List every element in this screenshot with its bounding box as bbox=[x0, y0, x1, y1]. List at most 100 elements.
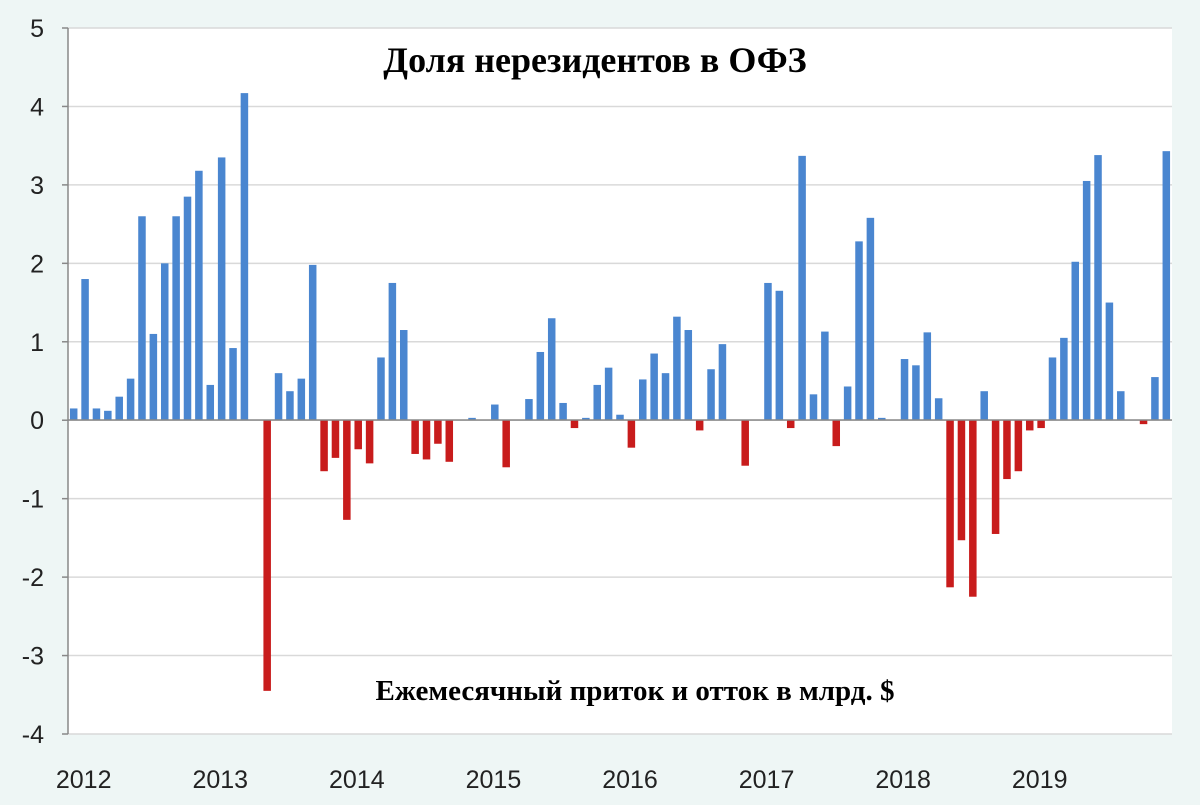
bar-2016-09 bbox=[707, 369, 715, 421]
x-tick-label: 2016 bbox=[602, 766, 658, 794]
bar-undefined bbox=[1151, 377, 1159, 421]
bar-2013-11 bbox=[320, 420, 328, 472]
bar-2013-09 bbox=[297, 378, 306, 421]
bar-2019-09 bbox=[1117, 391, 1125, 421]
bar-2017-10 bbox=[855, 241, 863, 421]
bar-2018-11 bbox=[1003, 420, 1011, 480]
bar-undefined bbox=[1139, 420, 1148, 425]
bar-2017-04 bbox=[786, 420, 795, 429]
bar-2018-05 bbox=[934, 398, 943, 421]
bar-2012-08 bbox=[149, 333, 158, 421]
bar-2015-08 bbox=[559, 402, 567, 421]
y-tick-label: 1 bbox=[30, 329, 44, 357]
bar-2012-04 bbox=[104, 410, 112, 421]
bar-2014-02 bbox=[354, 420, 362, 450]
bar-2012-01 bbox=[69, 408, 78, 421]
bar-2018-10 bbox=[991, 420, 1000, 534]
bar-2015-03 bbox=[502, 420, 510, 468]
bar-2018-02 bbox=[900, 359, 909, 421]
bar-2012-09 bbox=[160, 263, 169, 421]
x-tick-label: 2014 bbox=[329, 766, 385, 794]
chart-title: Доля нерезидентов в ОФЗ bbox=[383, 40, 806, 80]
bar-2016-01 bbox=[616, 414, 624, 421]
x-tick-label: 2017 bbox=[739, 766, 795, 794]
x-tick-label: 2015 bbox=[466, 766, 522, 794]
bar-2012-03 bbox=[92, 408, 101, 421]
bar-2018-04 bbox=[923, 332, 932, 421]
bar-2017-08 bbox=[832, 420, 841, 447]
bar-2014-04 bbox=[377, 357, 385, 421]
bar-2015-11 bbox=[593, 384, 601, 421]
y-tick-label: 0 bbox=[30, 407, 44, 435]
bar-2014-05 bbox=[388, 282, 397, 421]
bar-2014-08 bbox=[422, 420, 431, 460]
bar-2013-02 bbox=[217, 157, 226, 421]
bar-2014-12 bbox=[468, 417, 476, 421]
bar-2016-03 bbox=[639, 379, 647, 421]
bar-2013-03 bbox=[229, 348, 237, 421]
bar-2012-11 bbox=[183, 196, 192, 421]
bar-2014-07 bbox=[411, 420, 419, 454]
y-tick-label: 5 bbox=[30, 15, 44, 43]
bar-2013-01 bbox=[206, 384, 215, 421]
bar-2015-07 bbox=[547, 318, 556, 421]
bar-2012-06 bbox=[126, 378, 135, 421]
bar-2015-12 bbox=[604, 367, 613, 421]
bar-2013-06 bbox=[263, 420, 271, 691]
bar-undefined bbox=[1162, 151, 1171, 421]
bar-2018-06 bbox=[946, 420, 954, 588]
bar-2017-12 bbox=[878, 417, 886, 421]
bar-2015-10 bbox=[582, 417, 590, 421]
bar-2016-02 bbox=[627, 420, 636, 448]
x-tick-label: 2018 bbox=[875, 766, 931, 794]
bar-2013-07 bbox=[274, 373, 283, 421]
y-tick-label: -4 bbox=[22, 721, 44, 749]
bar-2018-12 bbox=[1014, 420, 1023, 472]
bar-2012-02 bbox=[81, 279, 89, 421]
bar-2017-03 bbox=[775, 290, 784, 421]
y-tick-label: 2 bbox=[30, 250, 44, 278]
bar-2014-06 bbox=[399, 330, 408, 421]
chart-subtitle: Ежемесячный приток и отток в млрд. $ bbox=[376, 675, 895, 707]
bar-2018-09 bbox=[980, 391, 988, 421]
bar-2019-03 bbox=[1048, 357, 1057, 421]
y-tick-label: -3 bbox=[22, 643, 44, 671]
bar-2015-06 bbox=[536, 351, 545, 421]
bar-2014-01 bbox=[343, 420, 351, 520]
bar-2018-08 bbox=[969, 420, 977, 597]
bar-2015-02 bbox=[491, 404, 499, 421]
bar-2016-10 bbox=[718, 344, 727, 421]
bar-2013-12 bbox=[331, 420, 340, 458]
x-tick-labels: 2012 2013 2014 2015 2016 2017 2018 2019 bbox=[56, 766, 1068, 794]
bar-2013-10 bbox=[308, 264, 317, 421]
y-tick-label: -1 bbox=[22, 486, 44, 514]
bar-2016-12 bbox=[741, 420, 749, 466]
bar-2016-08 bbox=[695, 420, 704, 431]
bar-2017-11 bbox=[866, 217, 875, 421]
x-tick-label: 2013 bbox=[192, 766, 248, 794]
x-tick-label: 2019 bbox=[1012, 766, 1068, 794]
bar-2016-05 bbox=[661, 373, 670, 421]
bar-2016-07 bbox=[684, 330, 693, 421]
bar-2019-08 bbox=[1105, 302, 1114, 421]
bar-2014-03 bbox=[365, 420, 374, 464]
axes bbox=[67, 28, 1172, 734]
bar-2015-05 bbox=[525, 399, 533, 421]
x-tick-label: 2012 bbox=[56, 766, 112, 794]
y-tick-labels: 5 4 3 2 1 0 -1 -2 -3 -4 bbox=[22, 15, 44, 749]
bar-2017-07 bbox=[821, 331, 829, 421]
bar-2018-03 bbox=[912, 365, 920, 421]
bar-2019-06 bbox=[1082, 180, 1091, 421]
bars bbox=[69, 93, 1171, 691]
bar-2012-05 bbox=[115, 396, 123, 421]
bar-2019-01 bbox=[1025, 420, 1034, 431]
y-tick-label: 3 bbox=[30, 172, 44, 200]
bar-2019-04 bbox=[1060, 337, 1068, 421]
bar-2013-08 bbox=[286, 391, 294, 421]
bar-2015-09 bbox=[570, 420, 579, 429]
bar-2014-10 bbox=[445, 420, 454, 462]
y-tick-label: 4 bbox=[30, 93, 44, 121]
bar-2012-10 bbox=[172, 216, 180, 421]
